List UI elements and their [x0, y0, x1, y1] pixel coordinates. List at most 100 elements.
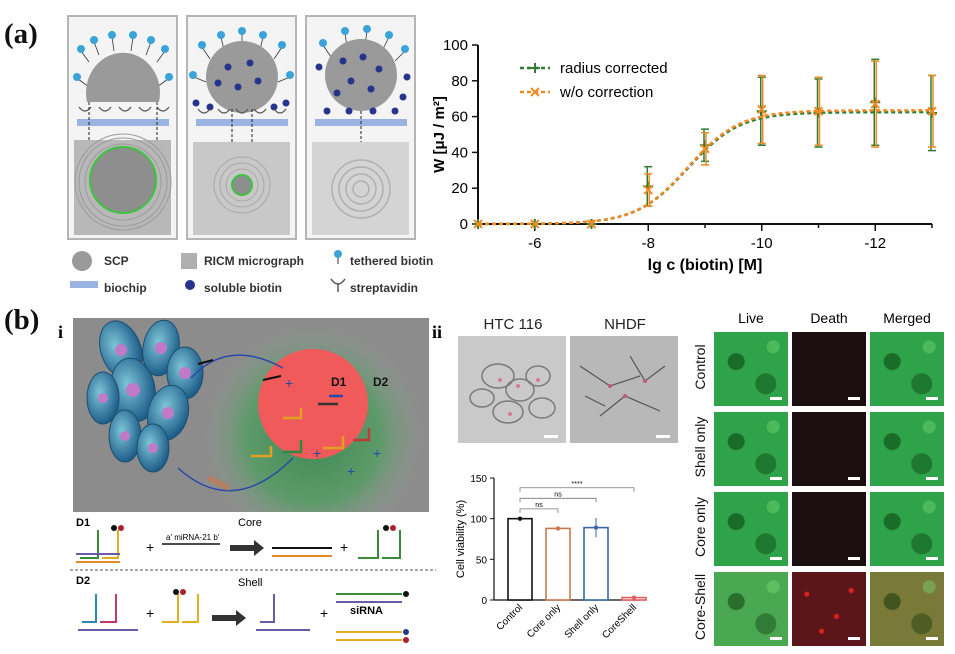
scale-bar [926, 637, 938, 640]
data-point [473, 219, 483, 229]
legend-biochip: biochip [104, 281, 147, 295]
data-point [813, 106, 824, 116]
sub-panel-ii-label: ii [432, 322, 443, 342]
significance-bracket [519, 487, 635, 492]
scale-bar [926, 397, 938, 400]
bar-Control [507, 517, 533, 601]
y-tick-label: 100 [470, 515, 487, 526]
fluor-image [870, 332, 944, 406]
soluble-biotin-icon [185, 280, 195, 290]
significance-label: ns [535, 502, 543, 509]
fluor-image [714, 332, 788, 406]
y-tick-label: 40 [451, 144, 468, 161]
data-point [586, 219, 597, 229]
svg-text:+: + [146, 539, 154, 555]
fluor-image [714, 492, 788, 566]
significance-bracket [519, 508, 559, 513]
nhdf-micrograph [570, 336, 678, 443]
x-tick-label: Core only [525, 602, 563, 640]
bar-point [555, 526, 561, 531]
y-tick-label: 60 [451, 109, 468, 126]
y-axis-label: Cell viability (%) [455, 500, 467, 578]
data-point [756, 106, 767, 117]
bar-point [593, 525, 599, 530]
fluor-image [714, 412, 788, 486]
svg-text:+: + [373, 445, 381, 461]
fluor-image [714, 572, 788, 646]
scale-bar [848, 397, 860, 400]
streptavidin-icon [330, 278, 346, 292]
y-axis-label: W [μJ / m²] [431, 96, 448, 173]
significance-label: ns [554, 491, 562, 498]
fluor-image [870, 572, 944, 646]
fluor-image [870, 412, 944, 486]
fit-curve-1 [478, 109, 930, 226]
cell-viability-chart: 0 50 100 150 Cell viability (%) Control Core o… [455, 474, 647, 641]
fluor-col-header: Merged [883, 310, 931, 326]
y-tick-label: 0 [460, 216, 468, 233]
x-axis-label: lg c (biotin) [M] [648, 257, 763, 274]
fluor-image [792, 492, 866, 566]
legend-scp: SCP [104, 254, 129, 268]
fluor-col-header: Death [810, 310, 848, 326]
d1-label: D1 [331, 375, 347, 389]
scale-bar [770, 477, 782, 480]
data-point [643, 185, 653, 195]
core-sphere [258, 349, 368, 459]
legend-label: radius corrected [560, 60, 668, 77]
svg-text:a' miRNA-21 b': a' miRNA-21 b' [166, 533, 220, 542]
fluor-row-label: Core only [692, 497, 708, 557]
data-point [927, 108, 937, 119]
scp-schematic-3 [305, 15, 416, 240]
y-tick-label: 150 [470, 474, 487, 485]
y-tick-label: 20 [451, 180, 468, 197]
significance-label: **** [572, 481, 583, 488]
legend-tethered: tethered biotin [350, 254, 434, 268]
scale-bar [926, 557, 938, 560]
data-point [870, 99, 880, 109]
scp-schematic-1 [67, 15, 178, 240]
sirna-label: siRNA [350, 605, 383, 617]
x-tick-label: -12 [864, 235, 886, 252]
scale-bar [770, 557, 782, 560]
scale-bar [848, 557, 860, 560]
fluor-row-label: Shell only [692, 416, 708, 478]
d2-label: D2 [373, 375, 389, 389]
legend-soluble: soluble biotin [204, 281, 282, 295]
legend-label: w/o correction [559, 84, 653, 101]
fluor-image [792, 412, 866, 486]
bar-Shell only [583, 526, 609, 601]
ricm-legend-icon [181, 253, 197, 269]
svg-text:+: + [285, 375, 293, 391]
legend-streptavidin: streptavidin [350, 281, 419, 295]
nhdf-label: NHDF [604, 316, 646, 333]
strand-displacement-diagram: D1 Core + a' miRNA-21 b' + D2 Shell + + … [70, 517, 436, 643]
fluor-image [870, 492, 944, 566]
y-tick-label: 50 [476, 555, 488, 566]
svg-text:+: + [146, 605, 154, 621]
fluor-col-header: Live [738, 310, 764, 326]
x-tick-label: -8 [642, 235, 655, 252]
legend-marker [530, 87, 540, 97]
schematic-legend [70, 250, 346, 292]
y-tick-label: 100 [443, 37, 468, 54]
x-tick-label: Shell only [563, 602, 601, 640]
htc116-label: HTC 116 [483, 316, 543, 333]
scp-schematic-2 [186, 15, 297, 240]
htc116-micrograph [458, 336, 566, 443]
fluor-row-label: Core-Shell [692, 573, 708, 641]
svg-text:+: + [340, 539, 348, 555]
scp-diagram-2 [189, 27, 294, 235]
scale-bar [926, 477, 938, 480]
x-tick-label: CoreShell [600, 602, 639, 641]
x-tick-label: -6 [528, 235, 541, 252]
data-point [927, 106, 937, 116]
sub-panel-i-label: i [58, 322, 64, 342]
scale-bar [770, 397, 782, 400]
y-tick-label: 0 [481, 596, 487, 607]
fluor-image [792, 572, 866, 646]
scp-diagram-1 [73, 31, 173, 235]
bar-point [631, 595, 637, 600]
svg-text:+: + [313, 445, 321, 461]
data-point [757, 104, 767, 115]
